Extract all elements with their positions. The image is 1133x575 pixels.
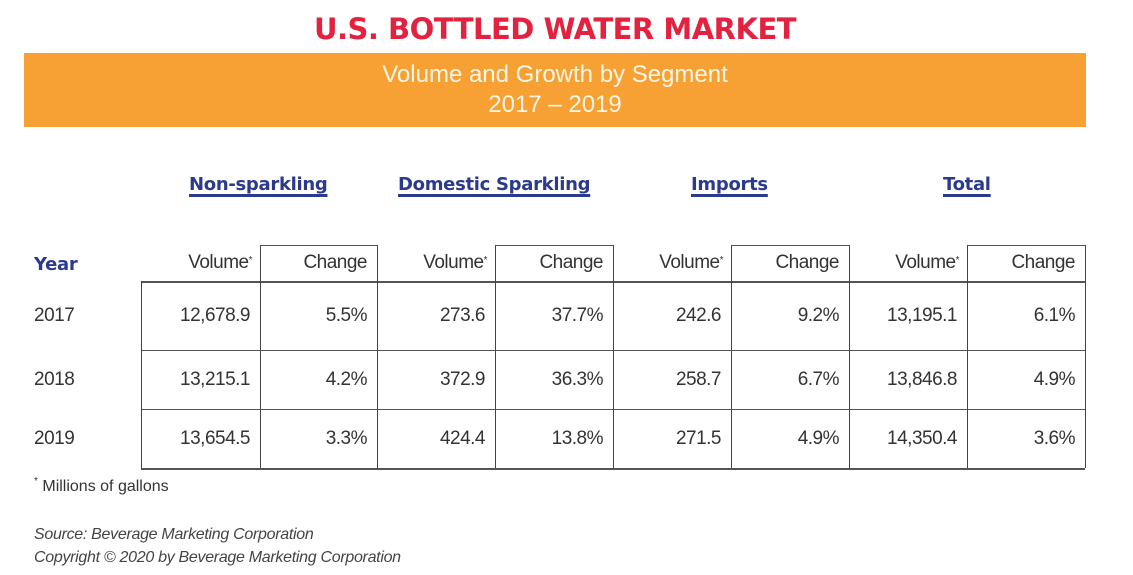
change-label: Change <box>303 252 367 273</box>
change-cell-domestic-sparkling: 37.7% <box>551 305 604 326</box>
change-cell-domestic-sparkling: 36.3% <box>551 369 604 390</box>
change-cell-imports: 4.9% <box>797 428 840 449</box>
segment-header-domestic-sparkling: Domestic Sparkling <box>398 174 591 195</box>
volume-asterisk: * <box>248 255 253 266</box>
volume-cell-imports: 242.6 <box>675 305 722 326</box>
volume-header-non-sparkling: Volume* <box>141 245 260 281</box>
copyright-line: Copyright © 2020 by Beverage Marketing C… <box>34 549 401 566</box>
change-cell-imports: 6.7% <box>797 369 840 390</box>
volume-cell-total: 13,846.8 <box>887 369 957 390</box>
change-header-total: Change <box>967 245 1085 281</box>
change-header-top-border <box>731 245 849 246</box>
year-cell: 2017 <box>34 305 75 326</box>
volume-label: Volume <box>895 252 956 273</box>
change-cell-total: 4.9% <box>1033 369 1076 390</box>
change-cell-non-sparkling: 5.5% <box>325 305 368 326</box>
volume-cell-non-sparkling: 12,678.9 <box>180 305 250 326</box>
page-title: U.S. BOTTLED WATER MARKET <box>313 12 797 46</box>
change-cell-domestic-sparkling: 13.8% <box>551 428 604 449</box>
year-cell: 2018 <box>34 369 75 390</box>
volume-asterisk: * <box>955 255 960 266</box>
column-divider <box>1085 245 1086 468</box>
change-header-top-border <box>495 245 613 246</box>
footnote-text: Millions of gallons <box>42 478 169 495</box>
volume-label: Volume <box>659 252 720 273</box>
column-divider <box>967 245 968 468</box>
change-header-domestic-sparkling: Change <box>495 245 613 281</box>
column-divider <box>613 245 614 468</box>
volume-asterisk: * <box>719 255 724 266</box>
change-cell-total: 6.1% <box>1033 305 1076 326</box>
volume-header-domestic-sparkling: Volume* <box>377 245 495 281</box>
segment-header-non-sparkling: Non-sparkling <box>189 174 328 195</box>
change-header-non-sparkling: Change <box>260 245 377 281</box>
volume-cell-domestic-sparkling: 424.4 <box>439 428 486 449</box>
table-bottom-rule <box>141 468 1085 470</box>
change-cell-imports: 9.2% <box>797 305 840 326</box>
volume-cell-total: 13,195.1 <box>887 305 957 326</box>
volume-label: Volume <box>188 252 249 273</box>
column-divider <box>141 281 142 468</box>
period: 2017 – 2019 <box>488 91 622 118</box>
column-divider <box>731 245 732 468</box>
volume-asterisk: * <box>483 255 488 266</box>
segment-header-total: Total <box>943 174 991 195</box>
change-cell-non-sparkling: 3.3% <box>325 428 368 449</box>
source-line: Source: Beverage Marketing Corporation <box>34 526 314 543</box>
volume-label: Volume <box>423 252 484 273</box>
subtitle: Volume and Growth by Segment <box>382 61 728 88</box>
segment-header-imports: Imports <box>691 174 768 195</box>
volume-cell-domestic-sparkling: 273.6 <box>439 305 486 326</box>
change-cell-non-sparkling: 4.2% <box>325 369 368 390</box>
column-divider <box>377 245 378 468</box>
footnote-asterisk: * <box>34 476 38 487</box>
year-cell: 2019 <box>34 428 75 449</box>
year-column-header: Year <box>34 254 78 275</box>
source-credit: Source: Beverage Marketing Corporation C… <box>34 523 401 569</box>
volume-cell-total: 14,350.4 <box>887 428 957 449</box>
column-divider <box>495 245 496 468</box>
change-label: Change <box>775 252 839 273</box>
footnote: * Millions of gallons <box>34 476 169 496</box>
volume-header-imports: Volume* <box>613 245 731 281</box>
column-divider <box>260 245 261 468</box>
volume-cell-non-sparkling: 13,215.1 <box>180 369 250 390</box>
volume-cell-non-sparkling: 13,654.5 <box>180 428 250 449</box>
column-divider <box>849 245 850 468</box>
volume-cell-domestic-sparkling: 372.9 <box>439 369 486 390</box>
volume-header-total: Volume* <box>849 245 967 281</box>
change-label: Change <box>539 252 603 273</box>
change-cell-total: 3.6% <box>1033 428 1076 449</box>
volume-cell-imports: 258.7 <box>675 369 722 390</box>
volume-cell-imports: 271.5 <box>675 428 722 449</box>
change-header-top-border <box>260 245 377 246</box>
change-label: Change <box>1011 252 1075 273</box>
subtitle-banner: Volume and Growth by Segment 2017 – 2019 <box>24 53 1086 127</box>
change-header-top-border <box>967 245 1085 246</box>
change-header-imports: Change <box>731 245 849 281</box>
